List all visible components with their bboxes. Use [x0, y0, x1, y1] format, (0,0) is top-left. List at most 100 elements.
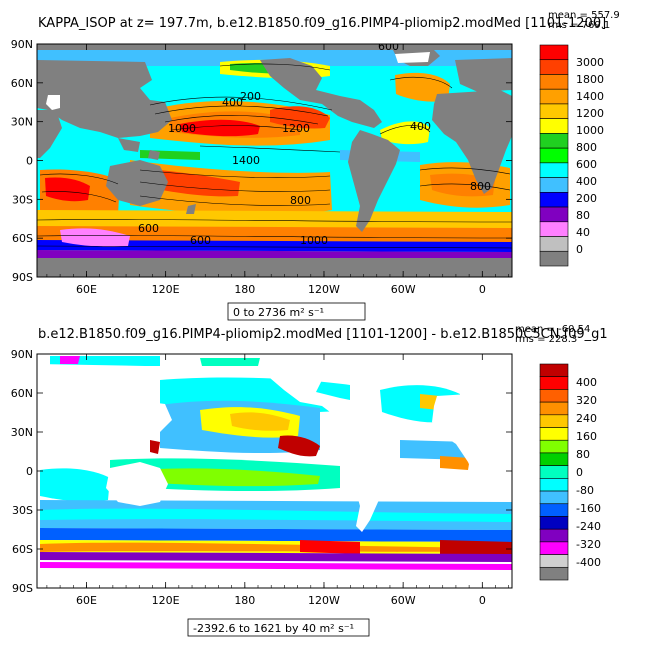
- x-tick-label: 60W: [391, 594, 416, 607]
- colorbar-swatch: [539, 554, 569, 568]
- panel-1-land-asia: [37, 60, 172, 138]
- x-tick-label: 0: [479, 594, 486, 607]
- colorbar-label: 800: [576, 141, 597, 154]
- y-tick-label: 60N: [11, 387, 33, 400]
- colorbar-label: -400: [576, 556, 601, 569]
- x-tick-label: 60E: [76, 594, 97, 607]
- colorbar-swatch: [539, 192, 569, 208]
- colorbar-label: 600: [576, 158, 597, 171]
- panel-2-map: [37, 354, 512, 588]
- panel-1-land-europe: [455, 58, 512, 92]
- colorbar-label: 1400: [576, 90, 604, 103]
- colorbar-swatch: [539, 59, 569, 75]
- y-tick-label: 90N: [11, 348, 33, 361]
- colorbar-swatch: [539, 452, 569, 466]
- colorbar-label: 1800: [576, 73, 604, 86]
- colorbar-swatch: [539, 478, 569, 492]
- colorbar-label: 200: [576, 192, 597, 205]
- y-tick-label: 30N: [11, 116, 33, 129]
- y-tick-label: 90S: [12, 582, 33, 595]
- contour-label: 1400: [232, 154, 260, 167]
- panel-1-title: KAPPA_ISOP at z= 197.7m, b.e12.B1850.f09…: [38, 16, 606, 31]
- colorbar-swatch: [539, 427, 569, 441]
- colorbar-label: -80: [576, 484, 594, 497]
- panel-2-rms: rms = 228.3: [515, 334, 577, 345]
- panel-2-range-box: [187, 618, 370, 637]
- colorbar-swatch: [539, 250, 569, 267]
- colorbar-label: 40: [576, 226, 590, 239]
- y-tick-label: 60S: [12, 543, 33, 556]
- contour-label: 400: [222, 96, 243, 109]
- contour-label: 600: [378, 40, 399, 53]
- contour-label: 200: [240, 90, 261, 103]
- colorbar-label: -320: [576, 538, 601, 551]
- colorbar-label: 80: [576, 448, 590, 461]
- panel-1-contour-labels: 600 1400 800 1000 200 400 1200 400 600 8…: [138, 40, 491, 247]
- y-tick-label: 30N: [11, 426, 33, 439]
- colorbar-label: 320: [576, 394, 597, 407]
- y-tick-label: 60S: [12, 232, 33, 245]
- x-tick-label: 0: [479, 283, 486, 296]
- panel-1-land-north-america: [260, 58, 382, 128]
- colorbar-label: 1000: [576, 124, 604, 137]
- panel-1: KAPPA_ISOP at z= 197.7m, b.e12.B1850.f09…: [11, 10, 620, 321]
- contour-label: 1000: [168, 122, 196, 135]
- panel-2: b.e12.B1850.f09_g16.PIMP4-pliomip2.modMe…: [11, 324, 608, 637]
- x-tick-label: 120E: [152, 283, 180, 296]
- panel-1-mean: mean = 557.9: [548, 10, 620, 21]
- panel-1-range-label: 0 to 2736 m² s⁻¹: [233, 306, 324, 319]
- y-tick-label: 30S: [12, 504, 33, 517]
- y-tick-label: 90S: [12, 271, 33, 284]
- colorbar-swatch: [539, 516, 569, 530]
- contour-label: 800: [470, 180, 491, 193]
- y-tick-label: 90N: [11, 38, 33, 51]
- contour-label: 800: [290, 194, 311, 207]
- panel-1-axes: 60E 120E 180 120W 60W 0 90N 60N 30N 0 30S 60S 90S: [11, 38, 512, 296]
- colorbar-swatch: [539, 566, 569, 581]
- x-tick-label: 180: [234, 283, 255, 296]
- x-tick-label: 120E: [152, 594, 180, 607]
- x-tick-label: 120W: [308, 283, 340, 296]
- colorbar-label: 0: [576, 466, 583, 479]
- colorbar-swatch: [539, 401, 569, 416]
- colorbar-label: -240: [576, 520, 601, 533]
- x-tick-label: 60W: [391, 283, 416, 296]
- panel-2-axes: 60E 120E 180 120W 60W 0 90N 60N 30N 0 30S 60S 90S: [11, 348, 512, 607]
- colorbar-swatch: [539, 414, 569, 428]
- panel-1-land-south-america: [348, 130, 400, 232]
- colorbar-swatch: [539, 44, 569, 61]
- colorbar-label: 0: [576, 243, 583, 256]
- panel-1-map: 600 1400 800 1000 200 400 1200 400 600 8…: [37, 40, 512, 277]
- colorbar-swatch: [539, 541, 569, 555]
- panel-1-land-antarctica: [37, 258, 512, 277]
- x-tick-label: 120W: [308, 594, 340, 607]
- colorbar-label: 80: [576, 209, 590, 222]
- panel-1-range-box: [227, 302, 366, 321]
- panel-2-title: b.e12.B1850.f09_g16.PIMP4-pliomip2.modMe…: [38, 327, 608, 342]
- colorbar-label: 1200: [576, 107, 604, 120]
- colorbar-swatch: [539, 528, 569, 543]
- colorbar-swatch: [539, 74, 569, 90]
- panel-1-contours: [37, 63, 512, 249]
- colorbar-swatch: [539, 236, 569, 252]
- contour-label: 600: [138, 222, 159, 235]
- colorbar-swatch: [539, 133, 569, 149]
- y-tick-label: 30S: [12, 193, 33, 206]
- colorbar-label: 240: [576, 412, 597, 425]
- contour-label: 1200: [282, 122, 310, 135]
- colorbar-label: -160: [576, 502, 601, 515]
- contour-label: 1000: [300, 234, 328, 247]
- colorbar-label: 400: [576, 175, 597, 188]
- panel-2-colorbar: 400 320 240 160 80 0 -80 -160 -240 -320 -400: [539, 363, 601, 581]
- colorbar-swatch: [539, 439, 569, 454]
- colorbar-swatch: [539, 503, 569, 517]
- y-tick-label: 0: [26, 465, 33, 478]
- y-tick-label: 60N: [11, 77, 33, 90]
- panel-1-land-africa: [432, 90, 512, 194]
- panel-1-land-africa-east: [37, 110, 62, 158]
- colorbar-swatch: [539, 177, 569, 193]
- colorbar-label: 160: [576, 430, 597, 443]
- colorbar-swatch: [539, 162, 569, 178]
